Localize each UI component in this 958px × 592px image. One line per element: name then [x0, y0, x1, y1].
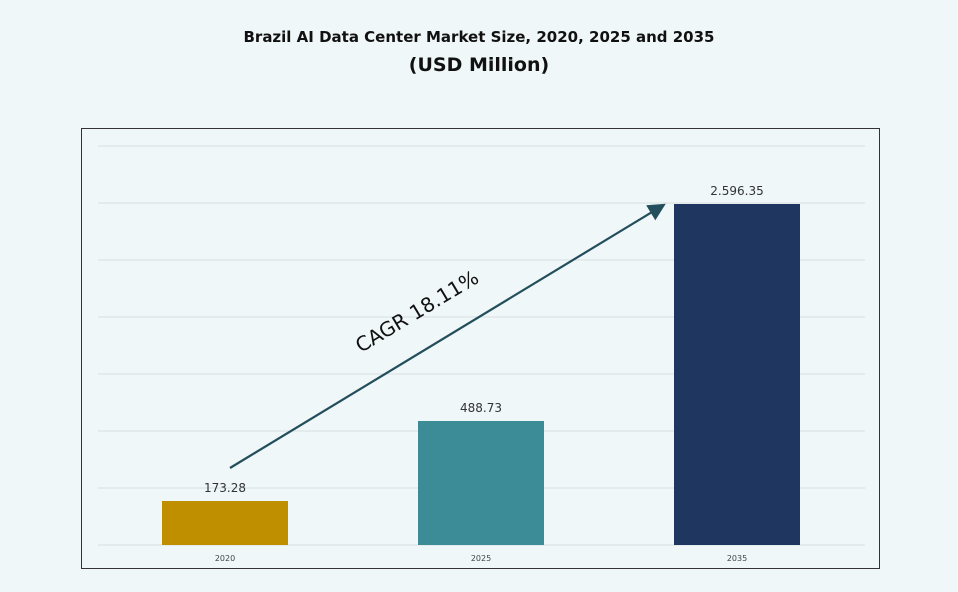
x-tick-2025: 2025 [471, 554, 491, 563]
x-tick-2035: 2035 [727, 554, 747, 563]
data-label-2025: 488.73 [460, 401, 502, 415]
data-label-2035: 2.596.35 [710, 184, 763, 198]
cagr-arrow [229, 203, 666, 469]
chart-title: Brazil AI Data Center Market Size, 2020,… [243, 28, 715, 46]
plot-area [81, 128, 880, 569]
x-tick-2020: 2020 [215, 554, 235, 563]
data-label-2020: 173.28 [204, 481, 246, 495]
bar-2035 [674, 204, 800, 545]
bar-2020 [162, 501, 288, 545]
cagr-annotation: CAGR 18.11% [351, 265, 483, 357]
bar-2025 [418, 421, 544, 545]
chart-subtitle: (USD Million) [408, 54, 550, 76]
